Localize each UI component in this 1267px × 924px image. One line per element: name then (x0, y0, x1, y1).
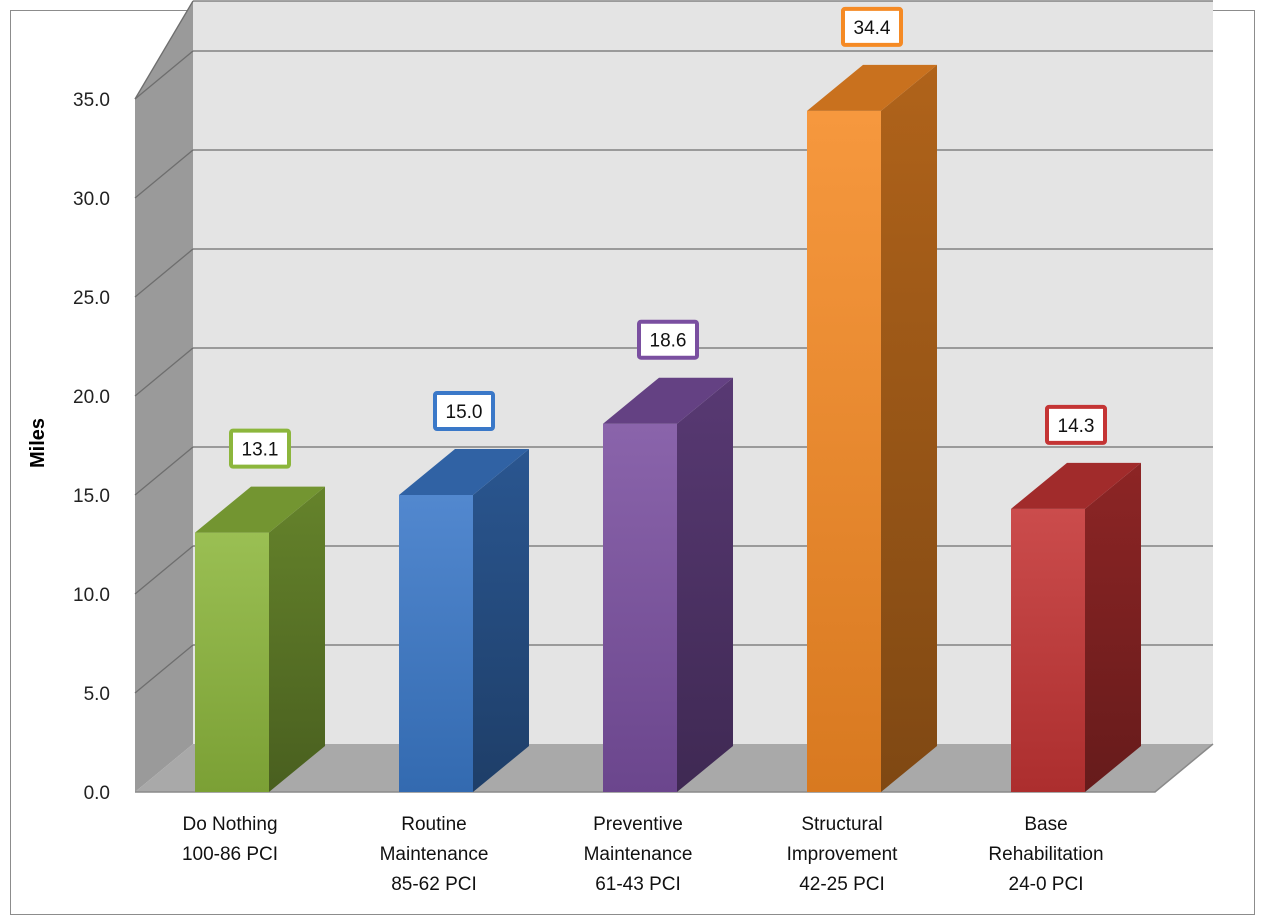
x-category-line: Base (1024, 814, 1067, 835)
x-category-line: 61-43 PCI (595, 874, 681, 895)
data-label: 34.4 (841, 6, 903, 47)
bar-top (399, 449, 529, 495)
gridline-side (134, 50, 194, 100)
bar-3 (807, 64, 937, 792)
y-tick-label: 35.0 (73, 90, 110, 111)
data-label-box (229, 428, 291, 469)
y-tick-label: 20.0 (73, 387, 110, 408)
bar-side (269, 486, 325, 792)
x-category-label: Preventive Maintenance 61-43 PCI (584, 814, 693, 895)
bar-side (881, 64, 937, 792)
gridline-side (134, 149, 194, 199)
data-label-text: 13.1 (242, 440, 279, 461)
data-label: 18.6 (637, 319, 699, 360)
y-tick-label: 30.0 (73, 189, 110, 210)
y-tick-label: 15.0 (73, 486, 110, 507)
x-category-line: 24-0 PCI (1009, 874, 1084, 895)
x-category-label: Routine Maintenance 85-62 PCI (380, 814, 489, 895)
x-category-line: Rehabilitation (988, 844, 1103, 865)
y-tick-label: 25.0 (73, 288, 110, 309)
y-tick-label: 0.0 (84, 783, 110, 804)
data-label-text: 18.6 (650, 331, 687, 352)
gridline-side (134, 248, 194, 298)
bar-top (807, 64, 937, 111)
data-label: 14.3 (1045, 404, 1107, 445)
x-category-line: Improvement (787, 844, 899, 865)
bar-front (807, 110, 881, 792)
side-wall (135, 1, 193, 792)
x-category-line: Maintenance (380, 844, 489, 865)
gridline-side (134, 0, 194, 100)
data-label-text: 34.4 (854, 18, 891, 39)
y-axis-label: Miles (27, 418, 49, 468)
bar-2 (603, 377, 733, 792)
bar-1 (399, 449, 529, 792)
bar-side (677, 377, 733, 792)
x-category-line: Do Nothing (182, 814, 277, 835)
bar-front (195, 532, 269, 792)
bar-side (1085, 462, 1141, 792)
bar-0 (195, 486, 325, 792)
bar-front (1011, 508, 1085, 792)
y-tick-label: 10.0 (73, 585, 110, 606)
data-label: 15.0 (433, 391, 495, 431)
data-label-box (433, 391, 495, 431)
bar-front (603, 423, 677, 792)
bar-top (603, 377, 733, 424)
data-label-text: 14.3 (1058, 416, 1095, 437)
x-category-label: Base Rehabilitation 24-0 PCI (988, 814, 1103, 895)
x-category-line: 42-25 PCI (799, 874, 885, 895)
x-category-line: Maintenance (584, 844, 693, 865)
data-label-box (841, 6, 903, 47)
gridline-side (134, 347, 194, 397)
bar-4 (1011, 462, 1141, 792)
x-category-line: Preventive (593, 814, 683, 835)
bar-front (399, 495, 473, 792)
x-category-line: 100-86 PCI (182, 844, 278, 865)
bar-side (473, 449, 529, 792)
x-category-line: Structural (801, 814, 882, 835)
gridline-side (134, 644, 194, 694)
x-category-label: Structural Improvement 42-25 PCI (787, 814, 899, 895)
gridline-side (134, 446, 194, 496)
bar-top (195, 486, 325, 533)
y-tick-label: 5.0 (84, 684, 110, 705)
data-label-text: 15.0 (446, 402, 483, 423)
x-category-line: 85-62 PCI (391, 874, 477, 895)
x-category-label: Do Nothing 100-86 PCI (182, 814, 278, 865)
x-category-line: Routine (401, 814, 467, 835)
gridline-side (134, 545, 194, 595)
data-label-box (1045, 404, 1107, 445)
data-label: 13.1 (229, 428, 291, 469)
floor-edge (135, 743, 1214, 793)
data-label-box (637, 319, 699, 360)
bar-top (1011, 462, 1141, 509)
